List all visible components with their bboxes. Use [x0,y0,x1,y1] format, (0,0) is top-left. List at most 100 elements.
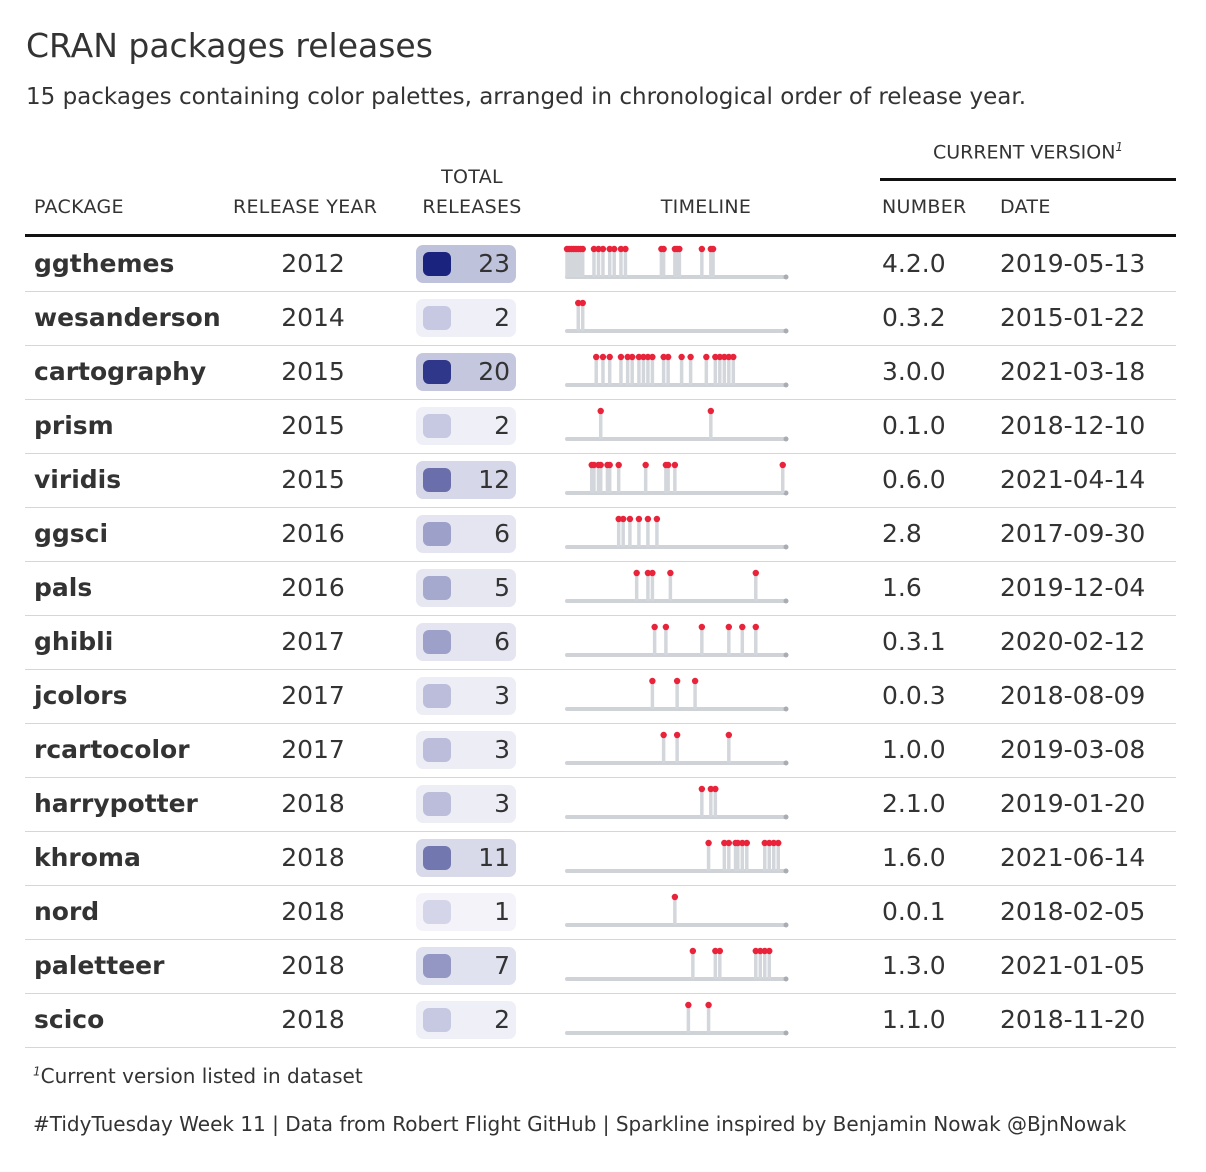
total-releases-value: 12 [478,465,510,494]
release-point [633,569,640,577]
total-releases-pill: 3 [416,677,516,715]
total-releases-pill: 2 [416,299,516,337]
total-releases-pill: 5 [416,569,516,607]
package-name: ggsci [34,519,109,548]
release-point [667,569,674,577]
total-releases-swatch [423,1008,451,1032]
release-year: 2017 [281,627,345,656]
version-number: 0.0.3 [882,681,946,710]
release-point [707,785,715,793]
release-year: 2017 [281,735,345,764]
total-releases-value: 3 [494,735,510,764]
release-point [761,839,768,847]
timeline-end-dot [783,598,789,604]
chart-title: CRAN packages releases [26,26,433,65]
release-point [705,839,712,847]
release-point [660,245,667,253]
release-year: 2018 [281,789,345,818]
release-year: 2018 [281,843,345,872]
total-releases-swatch [423,576,451,600]
release-point [766,947,773,955]
package-name: ggthemes [34,249,175,278]
total-releases-value: 1 [494,897,510,926]
version-date: 2018-11-20 [1000,1005,1146,1034]
release-point [615,515,622,523]
release-point [721,839,728,847]
release-point [610,245,618,253]
header-total-top: TOTAL [441,166,503,188]
total-releases-value: 3 [494,789,510,818]
version-number: 2.8 [882,519,922,548]
release-point [707,407,715,415]
package-name: paletteer [34,951,165,980]
release-point [606,353,613,361]
release-point [730,353,737,361]
release-point [734,839,742,847]
release-point [757,947,764,955]
header-number: NUMBER [882,196,967,218]
timeline-end-dot [783,652,789,658]
spanner-rule [880,178,1176,181]
version-date: 2019-03-08 [1000,735,1146,764]
total-releases-swatch [423,522,451,546]
spanner-footnote-mark: 1 [1115,140,1124,154]
release-point [698,245,706,253]
release-point [626,515,634,523]
release-point [664,461,672,469]
version-number: 2.1.0 [882,789,946,818]
package-name: harrypotter [34,789,198,818]
timeline-end-dot [783,274,789,280]
release-point [766,839,773,847]
total-releases-swatch [423,252,451,276]
package-name: cartography [34,357,207,386]
release-point [644,515,652,523]
version-date: 2018-08-09 [1000,681,1146,710]
total-releases-value: 5 [494,573,510,602]
version-date: 2021-01-05 [1000,951,1146,980]
table-row: nord 2018 1 0.0.1 2018-02-05 [25,885,1176,940]
release-point [712,947,719,955]
total-releases-swatch [423,306,451,330]
release-point [671,461,679,469]
release-year: 2018 [281,897,345,926]
release-point [685,1001,692,1009]
total-releases-pill: 1 [416,893,516,931]
release-point [660,353,667,361]
table-row: prism 2015 2 0.1.0 2018-12-10 [25,399,1176,454]
timeline-end-dot [783,814,789,820]
package-name: khroma [34,843,141,872]
caption: #TidyTuesday Week 11 | Data from Robert … [33,1112,1127,1136]
release-point [779,461,786,469]
total-releases-pill: 6 [416,515,516,553]
release-point [635,353,643,361]
release-point [624,353,631,361]
release-point [698,623,706,631]
release-year: 2015 [281,465,345,494]
timeline-end-dot [783,706,789,712]
total-releases-value: 2 [494,303,510,332]
table-row: khroma 2018 11 1.6.0 2021-06-14 [25,831,1176,886]
total-releases-swatch [423,684,451,708]
version-number: 0.1.0 [882,411,946,440]
total-releases-pill: 20 [416,353,516,391]
total-releases-pill: 3 [416,785,516,823]
release-point [590,245,598,253]
version-date: 2015-01-22 [1000,303,1146,332]
release-point [590,461,598,469]
release-point [725,731,733,739]
release-year: 2018 [281,1005,345,1034]
timeline-end-dot [783,760,789,766]
release-point [622,245,629,253]
release-point [649,677,656,685]
release-point [725,623,733,631]
release-point [664,353,672,361]
version-number: 0.6.0 [882,465,946,494]
version-date: 2021-03-18 [1000,357,1146,386]
release-point [712,785,719,793]
release-year: 2016 [281,573,345,602]
package-name: jcolors [34,681,128,710]
release-point [676,245,683,253]
timeline-end-dot [783,1030,789,1036]
release-point [617,245,625,253]
release-point [691,677,699,685]
